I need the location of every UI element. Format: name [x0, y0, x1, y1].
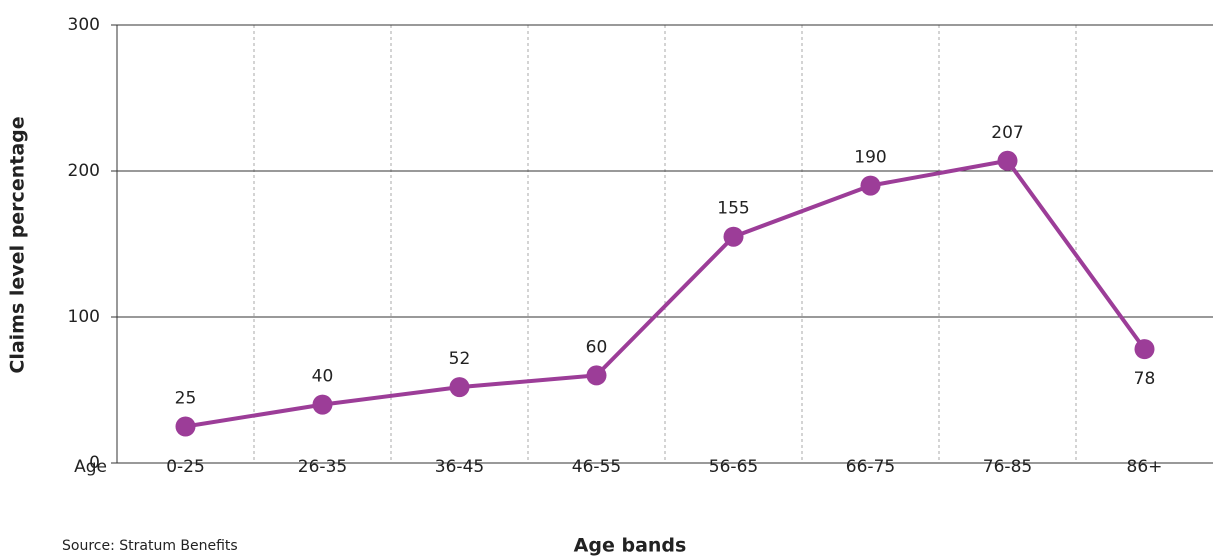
- data-point: [175, 416, 196, 437]
- data-point: [586, 365, 607, 386]
- source-note: Source: Stratum Benefits: [62, 538, 238, 554]
- data-point: [449, 377, 470, 398]
- data-point: [723, 226, 744, 247]
- x-tick-label: 86+: [1127, 457, 1163, 477]
- y-axis-label: Claims level percentage: [7, 116, 29, 373]
- x-tick-label: 26-35: [298, 457, 347, 477]
- y-tick-label: 100: [68, 307, 100, 327]
- x-label-prefix: Age: [74, 457, 107, 477]
- data-label: 155: [717, 199, 749, 219]
- data-label: 78: [1134, 369, 1156, 389]
- data-point: [312, 394, 333, 415]
- x-tick-label: 0-25: [166, 457, 205, 477]
- data-label: 25: [175, 389, 197, 409]
- data-label: 60: [586, 337, 608, 357]
- x-axis-label: Age bands: [574, 535, 687, 556]
- x-tick-label: 56-65: [709, 457, 758, 477]
- data-point: [860, 175, 881, 196]
- y-tick-label: 200: [68, 161, 100, 181]
- data-point: [1134, 339, 1155, 360]
- y-tick-label: 0: [89, 453, 100, 473]
- data-point: [997, 150, 1018, 171]
- data-line: [185, 158, 1147, 429]
- x-tick-label: 66-75: [846, 457, 895, 477]
- data-label: 52: [449, 349, 471, 369]
- x-tick-label: 36-45: [435, 457, 484, 477]
- x-tick-label: 76-85: [983, 457, 1032, 477]
- data-label: 190: [854, 148, 886, 168]
- x-tick-label: 46-55: [572, 457, 621, 477]
- data-label: 40: [312, 367, 334, 387]
- data-label: 207: [991, 123, 1023, 143]
- y-tick-label: 300: [68, 15, 100, 35]
